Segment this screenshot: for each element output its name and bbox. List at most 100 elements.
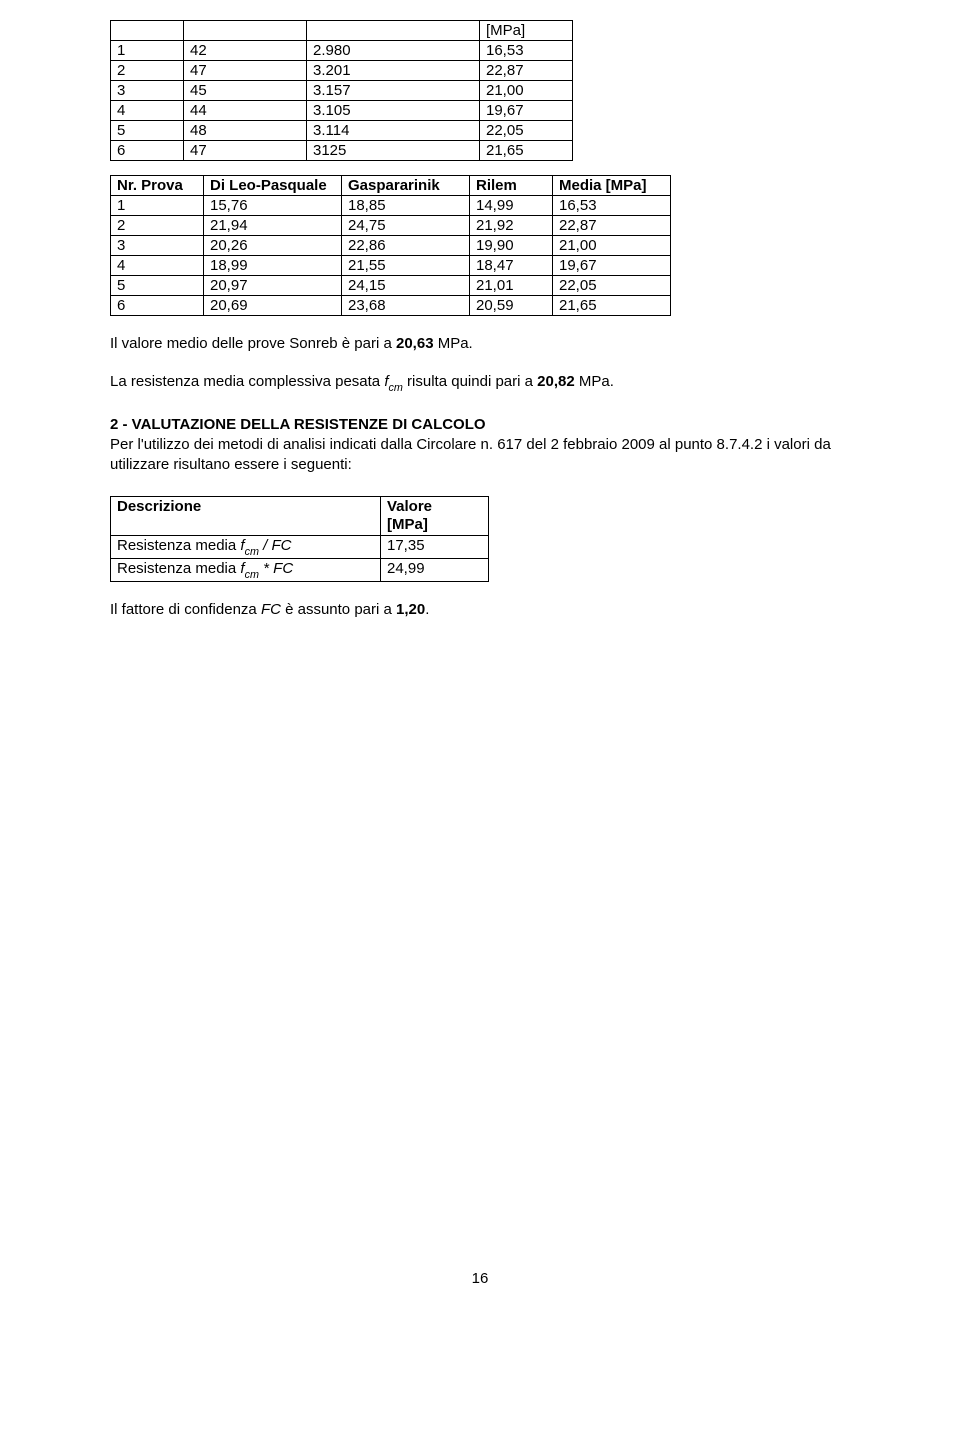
cell: 20,59: [470, 296, 553, 316]
text: MPa.: [434, 335, 473, 352]
cell: 15,76: [204, 196, 342, 216]
cell-valore: 17,35: [381, 535, 489, 558]
table-row: 5 48 3.114 22,05: [111, 121, 573, 141]
table-row: 1 42 2.980 16,53: [111, 41, 573, 61]
symbol-sub-cm: cm: [245, 569, 259, 581]
cell: 2.980: [307, 41, 480, 61]
section-heading-valutazione: 2 - VALUTAZIONE DELLA RESISTENZE DI CALC…: [110, 415, 870, 435]
cell-descrizione: Resistenza media fcm * FC: [111, 558, 381, 581]
cell-descrizione: Resistenza media fcm / FC: [111, 535, 381, 558]
cell: 2: [111, 216, 204, 236]
cell: 6: [111, 141, 184, 161]
col-header: Rilem: [470, 176, 553, 196]
cell: [307, 21, 480, 41]
table-row: 4 18,99 21,55 18,47 19,67: [111, 256, 671, 276]
cell: 3125: [307, 141, 480, 161]
cell: 3.157: [307, 81, 480, 101]
table-row: Resistenza media fcm * FC 24,99: [111, 558, 489, 581]
cell: 16,53: [553, 196, 671, 216]
col-header: Nr. Prova: [111, 176, 204, 196]
cell: 22,05: [480, 121, 573, 141]
text: Il fattore di confidenza: [110, 601, 261, 618]
col-header-valore: Valore [MPa]: [381, 496, 489, 535]
paragraph-sonreb: Il valore medio delle prove Sonreb è par…: [110, 334, 870, 354]
table-descrizione-valore: Descrizione Valore [MPa] Resistenza medi…: [110, 496, 489, 582]
cell: 6: [111, 296, 204, 316]
cell-header-mpa: [MPa]: [480, 21, 573, 41]
text: Valore: [387, 498, 432, 515]
text: Resistenza media: [117, 560, 240, 577]
cell: 4: [111, 101, 184, 121]
cell: 42: [184, 41, 307, 61]
cell: 5: [111, 276, 204, 296]
col-header: Gaspararinik: [342, 176, 470, 196]
cell: 22,86: [342, 236, 470, 256]
cell: 45: [184, 81, 307, 101]
table-row: 3 45 3.157 21,00: [111, 81, 573, 101]
cell: 3.114: [307, 121, 480, 141]
value: 20,82: [537, 373, 575, 390]
cell: 47: [184, 141, 307, 161]
cell: 18,47: [470, 256, 553, 276]
paragraph-fattore-confidenza: Il fattore di confidenza FC è assunto pa…: [110, 600, 870, 620]
text: è assunto pari a: [281, 601, 396, 618]
table-row: 5 20,97 24,15 21,01 22,05: [111, 276, 671, 296]
text: .: [425, 601, 429, 618]
text: Il valore medio delle prove Sonreb è par…: [110, 335, 396, 352]
symbol-fc: FC: [261, 601, 281, 618]
cell: 20,26: [204, 236, 342, 256]
table-row: [MPa]: [111, 21, 573, 41]
table-row: 4 44 3.105 19,67: [111, 101, 573, 121]
cell: 21,94: [204, 216, 342, 236]
symbol-f: f: [240, 537, 244, 554]
text: Resistenza media: [117, 537, 240, 554]
cell: 5: [111, 121, 184, 141]
text: risulta quindi pari a: [403, 373, 537, 390]
cell: 20,69: [204, 296, 342, 316]
cell: 24,15: [342, 276, 470, 296]
cell: 44: [184, 101, 307, 121]
symbol-f: f: [240, 560, 244, 577]
cell: 21,00: [553, 236, 671, 256]
cell: 3: [111, 236, 204, 256]
table-row: 2 21,94 24,75 21,92 22,87: [111, 216, 671, 236]
table-row: Resistenza media fcm / FC 17,35: [111, 535, 489, 558]
cell: 18,85: [342, 196, 470, 216]
cell: 18,99: [204, 256, 342, 276]
value: 1,20: [396, 601, 425, 618]
table-header-row: Descrizione Valore [MPa]: [111, 496, 489, 535]
cell-valore: 24,99: [381, 558, 489, 581]
text: [MPa]: [387, 516, 428, 533]
table-prova-media: Nr. Prova Di Leo-Pasquale Gaspararinik R…: [110, 175, 671, 316]
cell: 1: [111, 196, 204, 216]
cell: 21,55: [342, 256, 470, 276]
cell: 3.105: [307, 101, 480, 121]
symbol-sub-cm: cm: [245, 546, 259, 558]
cell: 22,05: [553, 276, 671, 296]
cell: 19,67: [553, 256, 671, 276]
cell: 21,92: [470, 216, 553, 236]
cell: [184, 21, 307, 41]
cell: 2: [111, 61, 184, 81]
symbol-sub-cm: cm: [388, 382, 402, 394]
text: La resistenza media complessiva pesata: [110, 373, 384, 390]
col-header: Di Leo-Pasquale: [204, 176, 342, 196]
text: * FC: [259, 560, 293, 577]
table-row: 2 47 3.201 22,87: [111, 61, 573, 81]
section-body-valutazione: Per l'utilizzo dei metodi di analisi ind…: [110, 435, 870, 476]
cell: 24,75: [342, 216, 470, 236]
cell: 19,90: [470, 236, 553, 256]
cell: [111, 21, 184, 41]
text: / FC: [259, 537, 292, 554]
table-header-row: Nr. Prova Di Leo-Pasquale Gaspararinik R…: [111, 176, 671, 196]
table-row: 6 20,69 23,68 20,59 21,65: [111, 296, 671, 316]
value: 20,63: [396, 335, 434, 352]
cell: 14,99: [470, 196, 553, 216]
cell: 3.201: [307, 61, 480, 81]
cell: 21,00: [480, 81, 573, 101]
cell: 21,65: [480, 141, 573, 161]
cell: 22,87: [480, 61, 573, 81]
cell: 16,53: [480, 41, 573, 61]
table-row: 3 20,26 22,86 19,90 21,00: [111, 236, 671, 256]
text: MPa.: [575, 373, 614, 390]
